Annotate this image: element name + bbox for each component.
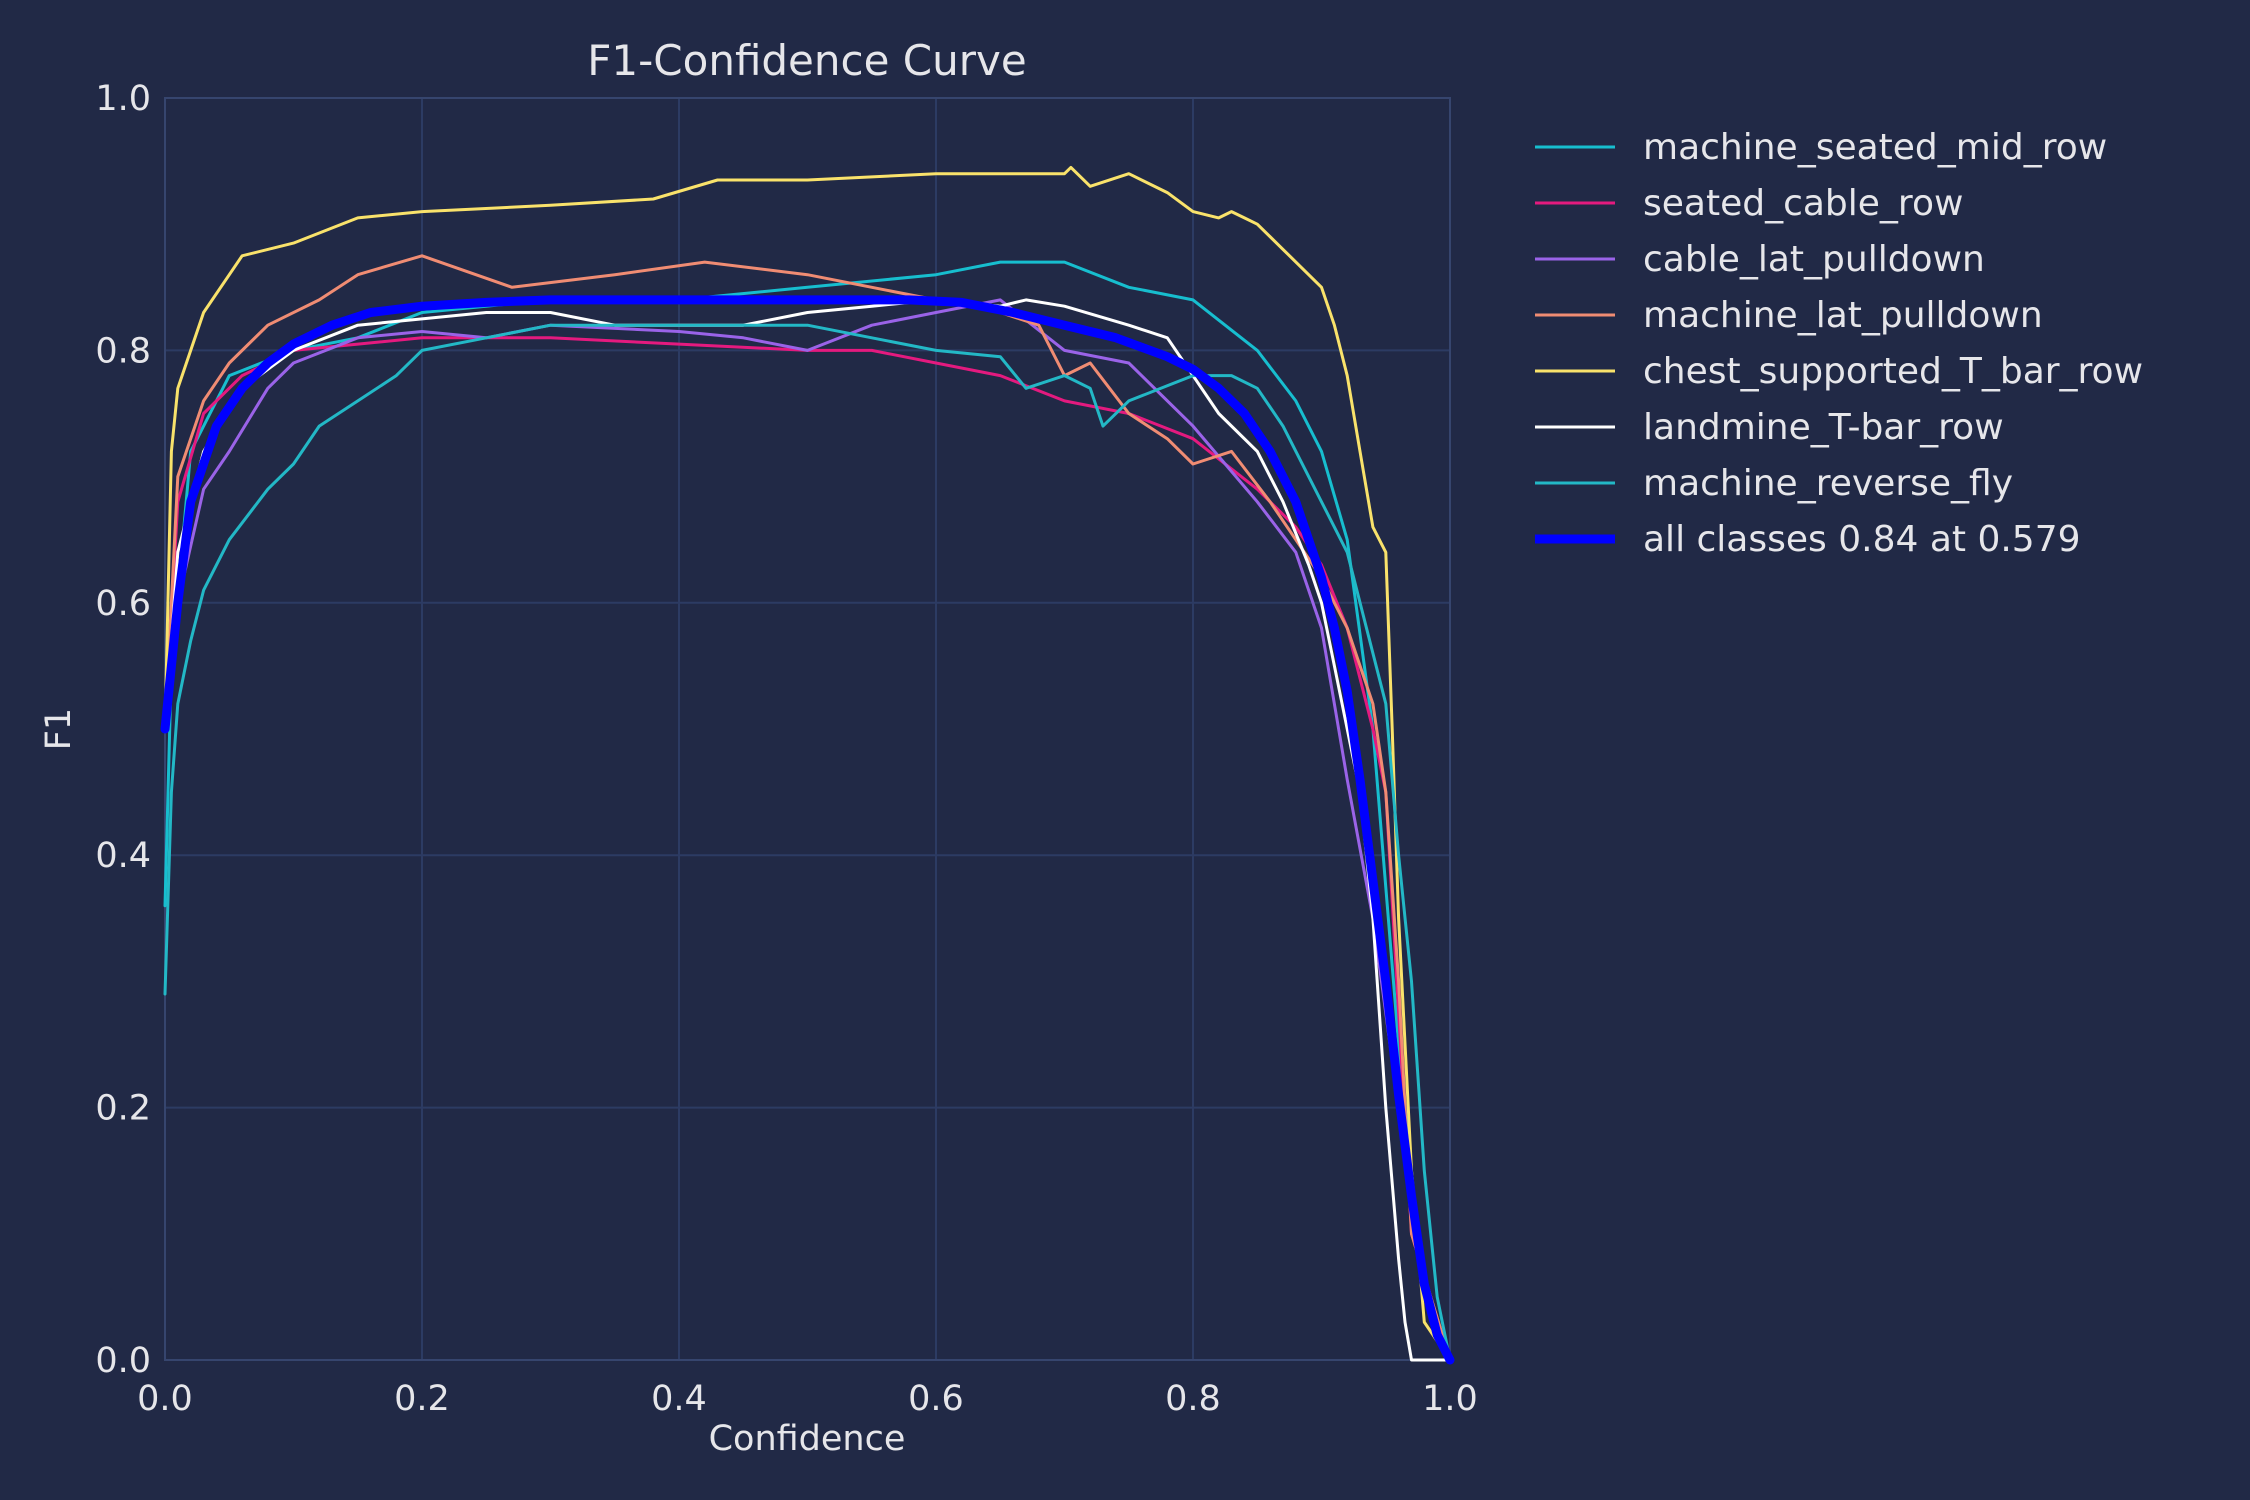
y-axis-title: F1 bbox=[39, 708, 79, 750]
x-tick-labels: 0.0 0.2 0.4 0.6 0.8 1.0 bbox=[137, 1379, 1478, 1419]
legend-label: cable_lat_pulldown bbox=[1643, 239, 1985, 280]
legend-label: landmine_T-bar_row bbox=[1643, 407, 2004, 448]
series-line-landmine-t-bar-row bbox=[163, 298, 1452, 1362]
legend-label: chest_supported_T_bar_row bbox=[1643, 351, 2143, 392]
y-tick-label: 0.4 bbox=[95, 836, 151, 876]
series-line-machine-reverse-fly bbox=[163, 323, 1452, 1362]
x-axis-title: Confidence bbox=[709, 1419, 906, 1459]
x-tick-label: 1.0 bbox=[1422, 1379, 1478, 1419]
legend-label: machine_seated_mid_row bbox=[1643, 127, 2107, 168]
legend: machine_seated_mid_row seated_cable_rowca… bbox=[1535, 127, 2143, 560]
x-tick-label: 0.8 bbox=[1165, 1379, 1221, 1419]
y-tick-label: 0.0 bbox=[95, 1341, 151, 1381]
y-tick-label: 0.6 bbox=[95, 584, 151, 624]
y-tick-label: 0.2 bbox=[95, 1089, 151, 1129]
x-tick-label: 0.2 bbox=[394, 1379, 450, 1419]
series-line-cable-lat-pulldown bbox=[163, 298, 1452, 1362]
y-tick-label: 1.0 bbox=[95, 79, 151, 119]
legend-label: all classes 0.84 at 0.579 bbox=[1643, 519, 2081, 560]
chart-title: F1-Confidence Curve bbox=[587, 36, 1026, 85]
x-tick-label: 0.6 bbox=[908, 1379, 964, 1419]
series-line-all-classes-0-84-at-0-579 bbox=[160, 295, 1455, 1365]
legend-label: machine_lat_pulldown bbox=[1643, 295, 2043, 336]
legend-label: seated_cable_row bbox=[1643, 183, 1963, 224]
series-layer bbox=[160, 165, 1455, 1365]
y-tick-label: 0.8 bbox=[95, 331, 151, 371]
series-line-chest-supported-t-bar-row bbox=[163, 165, 1452, 1362]
y-tick-labels: 0.0 0.2 0.4 0.6 0.8 1.0 bbox=[95, 79, 151, 1381]
x-tick-label: 0.0 bbox=[137, 1379, 193, 1419]
x-tick-label: 0.4 bbox=[651, 1379, 707, 1419]
legend-label: machine_reverse_fly bbox=[1643, 463, 2013, 504]
series-line-machine-lat-pulldown bbox=[163, 254, 1452, 1362]
series-line-seated-cable-row bbox=[163, 336, 1452, 1362]
